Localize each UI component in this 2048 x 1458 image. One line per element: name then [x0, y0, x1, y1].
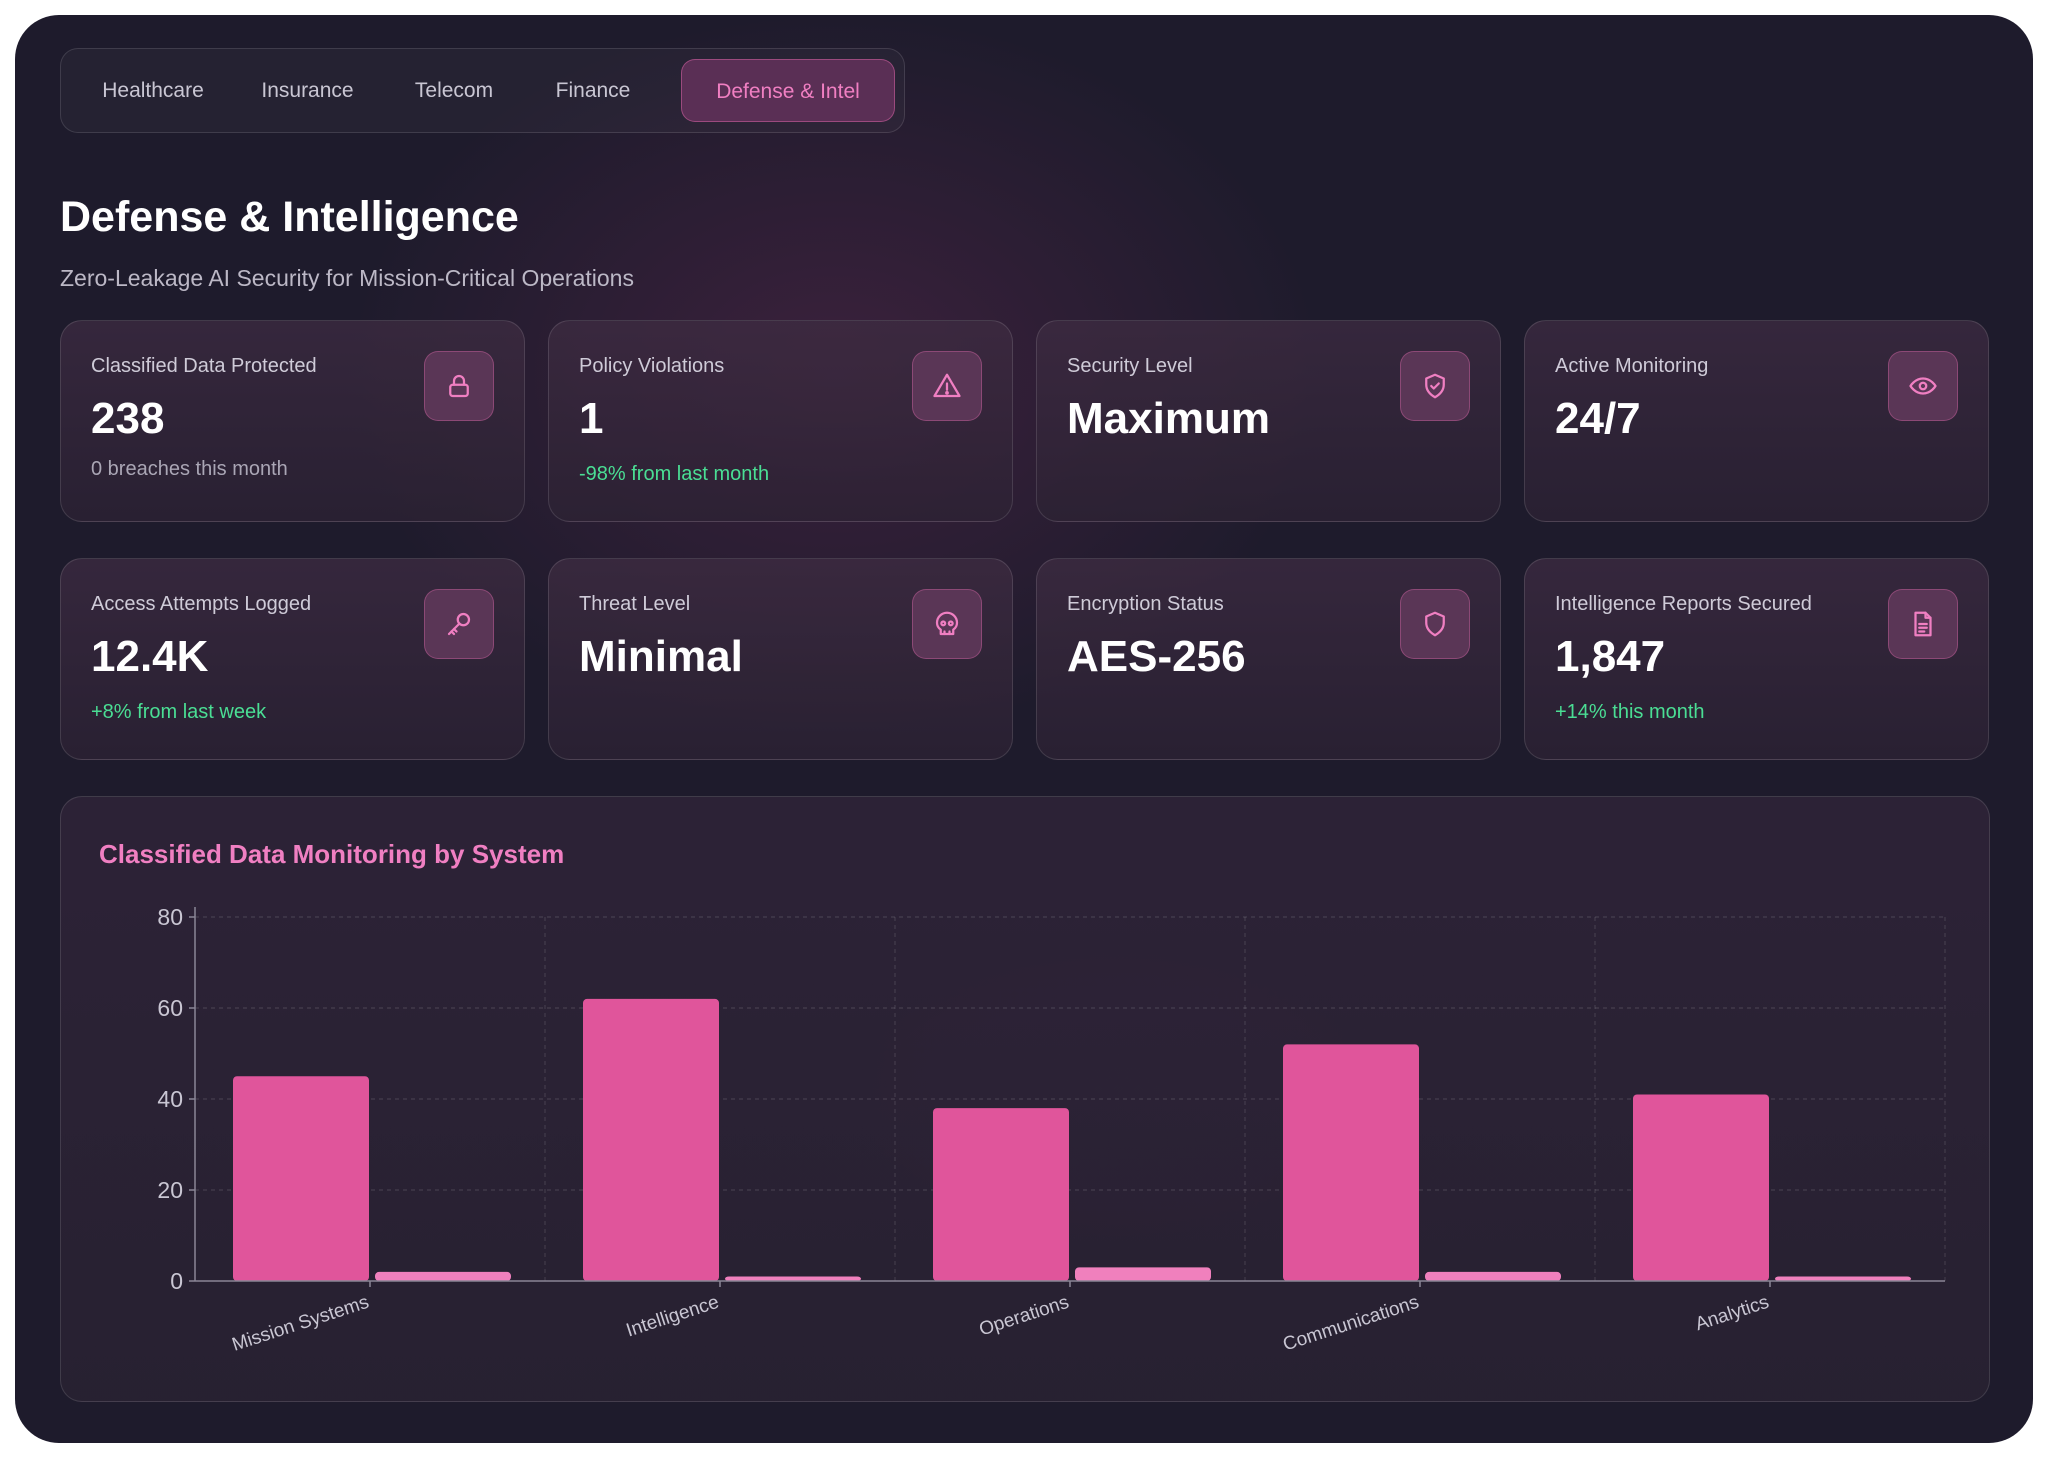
- bar-secondary: [725, 1276, 861, 1281]
- dashboard-window: Healthcare Insurance Telecom Finance Def…: [15, 15, 2033, 1443]
- stat-value: 1,847: [1555, 632, 1666, 681]
- stat-change: +14% this month: [1555, 701, 1705, 723]
- shield-check-icon: [1400, 351, 1470, 421]
- chart-panel: Classified Data Monitoring by System 0 20…: [60, 796, 1990, 1402]
- stat-card-access-attempts: Access Attempts Logged 12.4K +8% from la…: [60, 558, 525, 760]
- bar-primary: [933, 1108, 1069, 1281]
- page-title: Defense & Intelligence: [60, 193, 519, 241]
- y-tick-label: 80: [157, 904, 183, 930]
- stat-card-active-monitoring: Active Monitoring 24/7: [1524, 320, 1989, 522]
- y-tick-label: 40: [157, 1086, 183, 1112]
- bar-secondary: [1075, 1267, 1211, 1281]
- bar-chart: 0 20 40 60 80 Mission Systems Intelligence Oper…: [157, 904, 1946, 1356]
- stat-change: +8% from last week: [91, 701, 267, 723]
- bar-primary: [1633, 1094, 1769, 1281]
- stat-label: Active Monitoring: [1555, 355, 1709, 377]
- stat-value: 238: [91, 394, 165, 443]
- y-tick-label: 20: [157, 1177, 183, 1203]
- stat-value: 1: [579, 394, 604, 443]
- stat-label: Security Level: [1067, 355, 1193, 377]
- document-icon: [1888, 589, 1958, 659]
- eye-icon: [1888, 351, 1958, 421]
- stat-change: -98% from last month: [579, 463, 770, 485]
- stat-value: 12.4K: [91, 632, 209, 681]
- bar-secondary: [375, 1271, 511, 1281]
- tab-telecom[interactable]: Telecom: [414, 79, 494, 102]
- tab-healthcare[interactable]: Healthcare: [102, 79, 204, 102]
- stat-card-security-level: Security Level Maximum: [1036, 320, 1501, 522]
- x-tick-label: Analytics: [1693, 1292, 1772, 1335]
- stat-value: Minimal: [579, 632, 743, 681]
- stat-label: Classified Data Protected: [91, 355, 317, 377]
- x-tick-label: Intelligence: [624, 1292, 722, 1342]
- tab-insurance[interactable]: Insurance: [261, 79, 354, 102]
- tab-finance[interactable]: Finance: [555, 79, 631, 102]
- stat-label: Encryption Status: [1067, 593, 1224, 615]
- key-icon: [424, 589, 494, 659]
- x-tick-label: Communications: [1280, 1292, 1421, 1356]
- bar-secondary: [1425, 1271, 1561, 1281]
- tab-defense-intel[interactable]: Defense & Intel: [681, 59, 895, 122]
- bar-primary: [583, 998, 719, 1281]
- stat-label: Policy Violations: [579, 355, 725, 377]
- stat-card-encryption-status: Encryption Status AES-256: [1036, 558, 1501, 760]
- bar-primary: [1283, 1044, 1419, 1281]
- chart-title: Classified Data Monitoring by System: [99, 839, 565, 869]
- shield-icon: [1400, 589, 1470, 659]
- stat-subtext: 0 breaches this month: [91, 458, 288, 480]
- bar-secondary: [1775, 1276, 1911, 1281]
- stat-value: AES-256: [1067, 632, 1246, 681]
- stat-label: Intelligence Reports Secured: [1555, 593, 1812, 615]
- y-tick-label: 60: [157, 995, 183, 1021]
- bar-primary: [233, 1076, 369, 1281]
- page-subtitle: Zero-Leakage AI Security for Mission-Cri…: [60, 265, 634, 291]
- stat-label: Access Attempts Logged: [91, 593, 312, 615]
- stat-card-classified-data: Classified Data Protected 238 0 breaches…: [60, 320, 525, 522]
- y-tick-label: 0: [170, 1268, 183, 1294]
- lock-icon: [424, 351, 494, 421]
- warning-triangle-icon: [912, 351, 982, 421]
- industry-tabs: Healthcare Insurance Telecom Finance Def…: [60, 48, 905, 133]
- stat-label: Threat Level: [579, 593, 691, 615]
- stat-card-policy-violations: Policy Violations 1 -98% from last month: [548, 320, 1013, 522]
- stat-value: 24/7: [1555, 394, 1641, 443]
- skull-icon: [912, 589, 982, 659]
- x-tick-label: Mission Systems: [230, 1292, 372, 1356]
- stat-card-threat-level: Threat Level Minimal: [548, 558, 1013, 760]
- stat-value: Maximum: [1067, 394, 1270, 443]
- x-tick-label: Operations: [977, 1292, 1072, 1341]
- stat-card-intelligence-reports: Intelligence Reports Secured 1,847 +14% …: [1524, 558, 1989, 760]
